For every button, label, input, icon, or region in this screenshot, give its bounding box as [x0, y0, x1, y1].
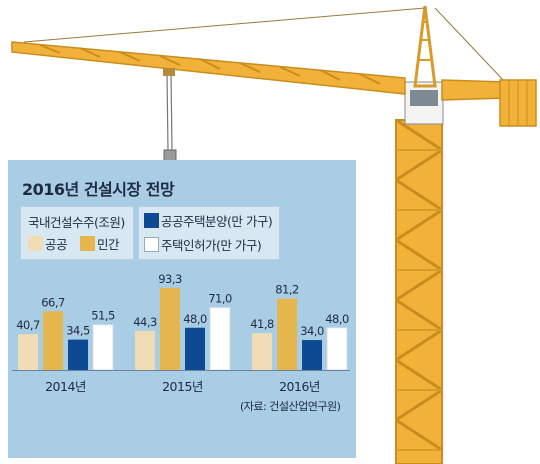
x-tick-label: 2016년 [279, 379, 320, 394]
legend-label-public: 공공 [45, 237, 68, 252]
bar-2015년-민간 [160, 287, 180, 370]
crane-cab [404, 81, 444, 125]
value-label: 48,0 [183, 312, 207, 326]
bar-2016년-민간 [277, 298, 297, 370]
bar-2015년-공공 [135, 331, 155, 370]
value-label: 41,8 [250, 317, 274, 331]
value-label: 93,3 [158, 272, 182, 286]
legend-group-left [20, 206, 134, 260]
crane-counterweight [499, 79, 537, 127]
crane-tower [395, 118, 443, 464]
value-label: 34,0 [300, 324, 324, 338]
value-label: 34,5 [66, 324, 90, 338]
x-tick-label: 2015년 [162, 379, 203, 394]
value-label: 81,2 [275, 283, 299, 297]
bar-2014년-공공주택분양(만 가구) [68, 339, 88, 370]
crane-mast [413, 5, 437, 88]
bar-2014년-공공 [18, 334, 38, 370]
crane-cable [163, 68, 175, 151]
crane-jib [11, 7, 426, 95]
bar-2014년-주택인허가(만 가구) [92, 324, 114, 371]
legend-swatch-public-housing [144, 213, 159, 228]
value-label: 51,5 [91, 309, 115, 323]
legend-swatch-housing-permits [144, 237, 159, 252]
bar-2015년-주택인허가(만 가구) [209, 307, 231, 371]
x-tick-label: 2014년 [45, 379, 86, 394]
legend-group-left-title: 국내건설수주(조원) [28, 215, 125, 230]
crane-counter-jib [434, 7, 506, 101]
chart-title: 2016년 건설시장 전망 [22, 180, 175, 199]
bar-2016년-공공주택분양(만 가구) [302, 340, 322, 370]
value-label: 66,7 [41, 295, 65, 309]
legend-label-public-housing: 공공주택분양(만 가구) [161, 214, 273, 229]
bar-2016년-공공 [252, 333, 272, 370]
value-label: 71,0 [208, 292, 232, 306]
legend-swatch-private [80, 236, 95, 251]
legend-label-private: 민간 [97, 237, 120, 252]
value-label: 44,3 [133, 315, 157, 329]
legend-group-right [138, 206, 280, 260]
source-note: (자료: 건설산업연구원) [240, 400, 341, 413]
bar-2015년-공공주택분양(만 가구) [185, 327, 205, 370]
value-label: 40,7 [16, 318, 40, 332]
bar-2016년-주택인허가(만 가구) [326, 327, 348, 371]
bar-2014년-민간 [43, 311, 63, 370]
legend-swatch-public [28, 236, 43, 251]
legend-label-housing-permits: 주택인허가(만 가구) [161, 238, 262, 253]
value-label: 48,0 [325, 312, 349, 326]
